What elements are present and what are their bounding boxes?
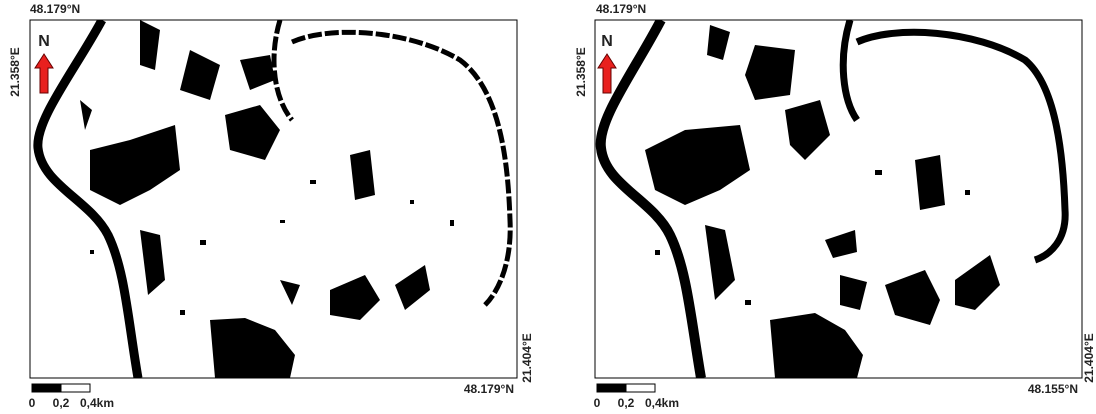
scale-bar xyxy=(60,383,91,393)
bottom-latitude: 48.179°N xyxy=(464,382,514,396)
right-longitude: 21.404°E xyxy=(520,333,534,383)
north-label: N xyxy=(601,33,613,50)
scale-bar xyxy=(31,383,62,393)
top-latitude: 48.179°N xyxy=(30,2,80,16)
right-longitude: 21.404°E xyxy=(1082,333,1096,383)
map-panel: 48.179°N 21.358°E 21.404°E 48.155°N N 0 … xyxy=(574,2,1096,410)
bottom-latitude: 48.155°N xyxy=(1028,382,1078,396)
scale-bar xyxy=(625,383,656,393)
scale-label: 0,2 xyxy=(618,396,635,410)
top-latitude: 48.179°N xyxy=(596,2,646,16)
scale-label: 0,2 xyxy=(53,396,70,410)
scale-bar xyxy=(596,383,627,393)
left-longitude: 21.358°E xyxy=(574,47,588,97)
scale-label: 0,4km xyxy=(80,396,114,410)
map-frame xyxy=(594,19,1083,379)
north-label: N xyxy=(38,33,50,50)
north-arrow xyxy=(34,53,54,94)
north-arrow xyxy=(597,53,617,94)
left-longitude: 21.358°E xyxy=(8,47,22,97)
scale-label: 0,4km xyxy=(645,396,679,410)
scale-label: 0 xyxy=(594,396,601,410)
map-panel: 48.179°N 21.358°E 21.404°E 48.179°N N 0 … xyxy=(8,2,534,410)
scale-label: 0 xyxy=(29,396,36,410)
